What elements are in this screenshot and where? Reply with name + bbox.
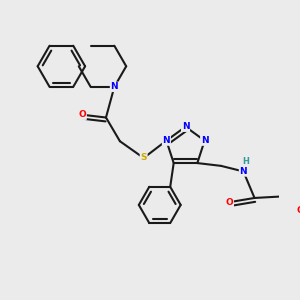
Text: O: O <box>297 206 300 215</box>
Text: H: H <box>243 157 250 166</box>
Text: O: O <box>78 110 86 119</box>
Text: N: N <box>182 122 189 131</box>
Text: N: N <box>110 82 118 91</box>
Text: S: S <box>140 154 147 163</box>
Text: O: O <box>226 198 233 207</box>
Text: N: N <box>240 167 247 176</box>
Text: N: N <box>163 136 170 145</box>
Text: N: N <box>201 136 208 145</box>
